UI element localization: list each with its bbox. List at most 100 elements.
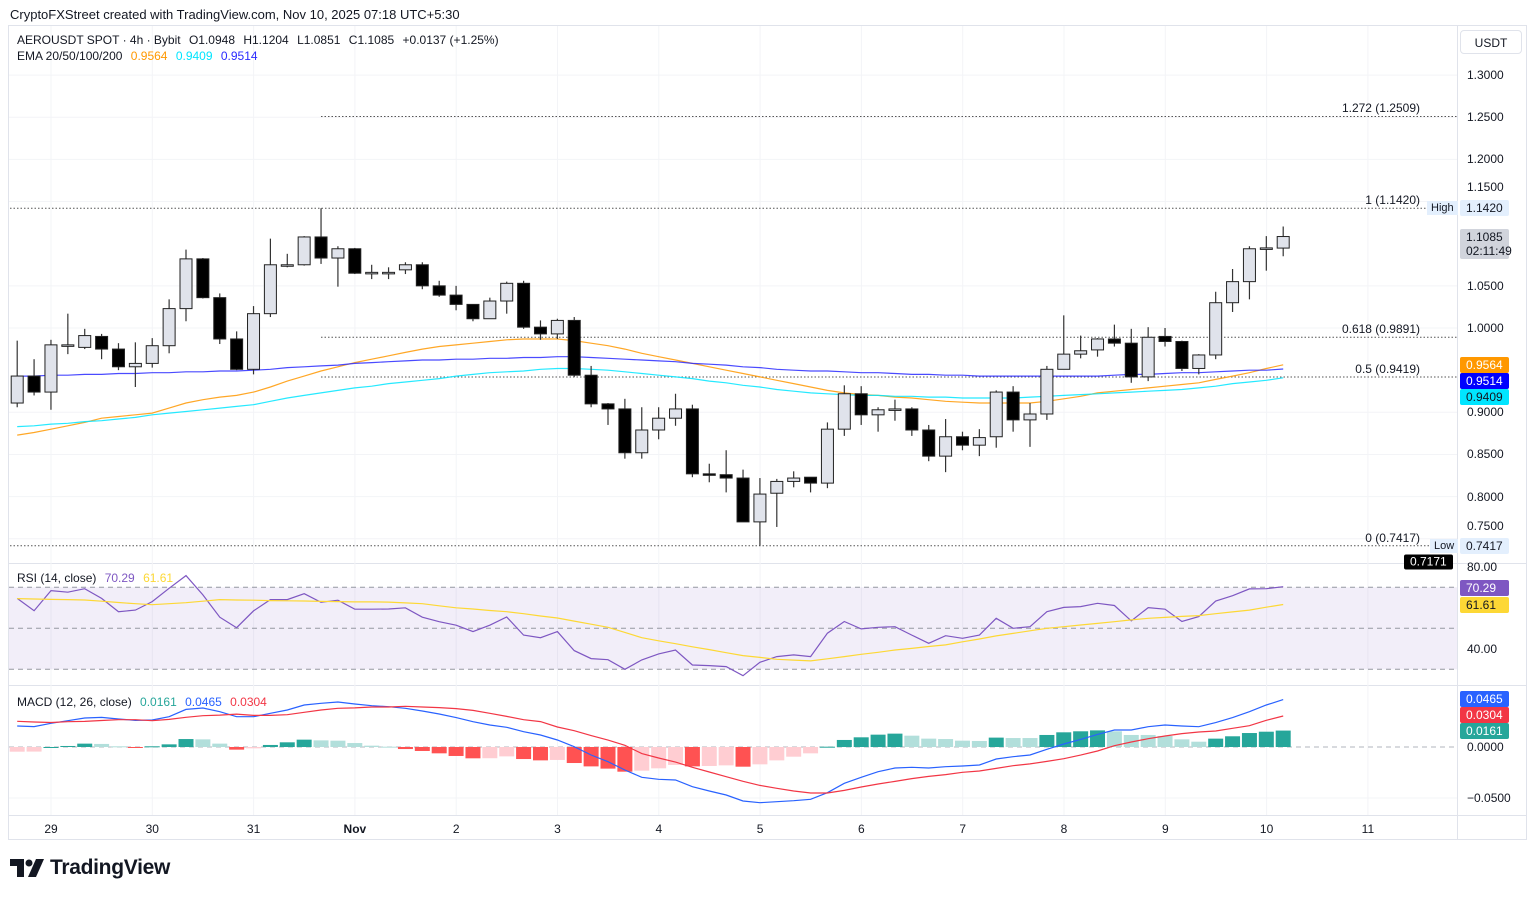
candle: [584, 365, 598, 408]
price-axis-label: 0.8000: [1467, 489, 1504, 504]
macd-histogram-bar: [229, 747, 245, 750]
macd-histogram-bar: [516, 747, 532, 760]
macd-label: MACD (12, 26, close): [17, 695, 132, 709]
ema-100-line: [17, 356, 1284, 377]
macd-histogram-bar: [279, 742, 295, 747]
candle-body: [1242, 248, 1256, 283]
candle-body: [348, 248, 362, 274]
macd-histogram-bar: [786, 747, 802, 757]
macd-histogram-bar: [769, 747, 785, 761]
price-axis-label: 0.9000: [1467, 405, 1504, 420]
candle-body: [820, 428, 834, 484]
candle: [618, 398, 632, 459]
macd-histogram-bar: [853, 737, 869, 747]
candle-body: [1158, 335, 1172, 342]
candle: [1209, 291, 1223, 360]
rsi-ma-line: [17, 598, 1284, 662]
candle: [1242, 246, 1256, 300]
candle: [550, 318, 564, 339]
candle: [837, 385, 851, 436]
candle-body: [1141, 336, 1155, 378]
price-axis-label: 1.3000: [1467, 68, 1504, 83]
macd-legend[interactable]: MACD (12, 26, close) 0.0161 0.0465 0.030…: [17, 695, 272, 709]
candle-body: [905, 408, 919, 431]
low-value-tag: 0.7417: [1460, 537, 1509, 554]
candle: [1040, 365, 1054, 420]
candle-body: [787, 477, 801, 482]
macd-histogram-bar: [1022, 738, 1038, 747]
macd-histogram-bar: [1157, 735, 1173, 747]
hidden-price-tag: 0.7171: [1404, 554, 1453, 570]
candle: [753, 478, 767, 546]
candle-body: [432, 285, 446, 296]
ohlc-low: L1.0851: [297, 33, 341, 47]
time-axis-label: 10: [1259, 822, 1274, 836]
ohlc-change: +0.0137 (+1.25%): [402, 33, 499, 47]
macd-histogram-bar: [532, 747, 548, 761]
candle-body: [213, 297, 227, 340]
candle-body: [230, 338, 244, 370]
candle: [804, 476, 818, 493]
candle-body: [365, 271, 379, 275]
candle: [1175, 340, 1189, 371]
candle: [27, 359, 41, 396]
macd-histogram-bar: [1056, 732, 1072, 747]
candle: [972, 429, 986, 457]
ohlc-close: C1.1085: [348, 33, 395, 47]
candle-body: [1091, 338, 1105, 351]
macd-histogram-bar: [1174, 739, 1190, 747]
price-axis-label: 0.7500: [1467, 518, 1504, 533]
macd-histogram-bar: [161, 744, 177, 747]
macd-histogram-bar: [127, 747, 143, 748]
macd-histogram-bar: [1106, 731, 1122, 747]
candle: [314, 208, 328, 264]
rsi-legend[interactable]: RSI (14, close) 70.29 61.61: [17, 571, 178, 585]
price-axis-label: 0.8500: [1467, 447, 1504, 462]
symbol-legend: AEROUSDT SPOT · 4h · Bybit O1.0948 H1.12…: [17, 33, 504, 47]
high-tag-label: High: [1427, 201, 1458, 216]
rsi-value-tag: 70.29: [1460, 580, 1509, 596]
symbol-title[interactable]: AEROUSDT SPOT · 4h · Bybit: [17, 33, 181, 47]
candle-body: [1040, 368, 1054, 415]
candle: [382, 267, 396, 280]
rsi-axis-label: 80.00: [1467, 559, 1498, 574]
candle: [500, 281, 514, 314]
candle: [669, 393, 683, 426]
time-axis-label: 31: [246, 822, 261, 836]
macd-histogram-bar: [971, 740, 987, 747]
macd-histogram-bar: [617, 747, 633, 772]
candle-body: [111, 348, 125, 368]
macd-histogram-bar: [330, 740, 346, 747]
macd-histogram-bar: [836, 739, 852, 747]
candle: [1276, 226, 1290, 257]
candle: [111, 343, 125, 371]
fib-level-label: 1 (1.1420): [1365, 193, 1420, 208]
macd-histogram-bar: [465, 747, 481, 759]
candle-body: [837, 393, 851, 430]
tradingview-logo[interactable]: TradingView: [10, 856, 170, 880]
rsi-value-tag: 61.61: [1460, 597, 1509, 613]
macd-histogram-bar: [921, 738, 937, 747]
macd-histogram-bar: [1258, 731, 1274, 747]
chart-frame: [8, 25, 1527, 840]
time-axis-label: 4: [655, 822, 663, 836]
candle-body: [78, 335, 92, 348]
ema50-value: 0.9409: [175, 49, 213, 63]
candle-body: [1276, 236, 1290, 249]
ema-legend[interactable]: EMA 20/50/100/200 0.9564 0.9409 0.9514: [17, 49, 263, 63]
candle: [517, 280, 531, 329]
candle-body: [1259, 247, 1273, 250]
rsi-axis-label: 40.00: [1467, 641, 1498, 656]
macd-histogram-bar: [1123, 734, 1139, 747]
macd-axis-label: 0.0000: [1467, 740, 1504, 754]
candle: [854, 386, 868, 425]
macd-histogram-bar: [246, 747, 262, 749]
candle: [61, 313, 75, 355]
candle: [1141, 327, 1155, 382]
candle: [533, 320, 547, 340]
candle: [1107, 324, 1121, 347]
macd-histogram-bar: [684, 747, 700, 767]
currency-button[interactable]: USDT: [1460, 30, 1522, 54]
candle: [652, 407, 666, 440]
